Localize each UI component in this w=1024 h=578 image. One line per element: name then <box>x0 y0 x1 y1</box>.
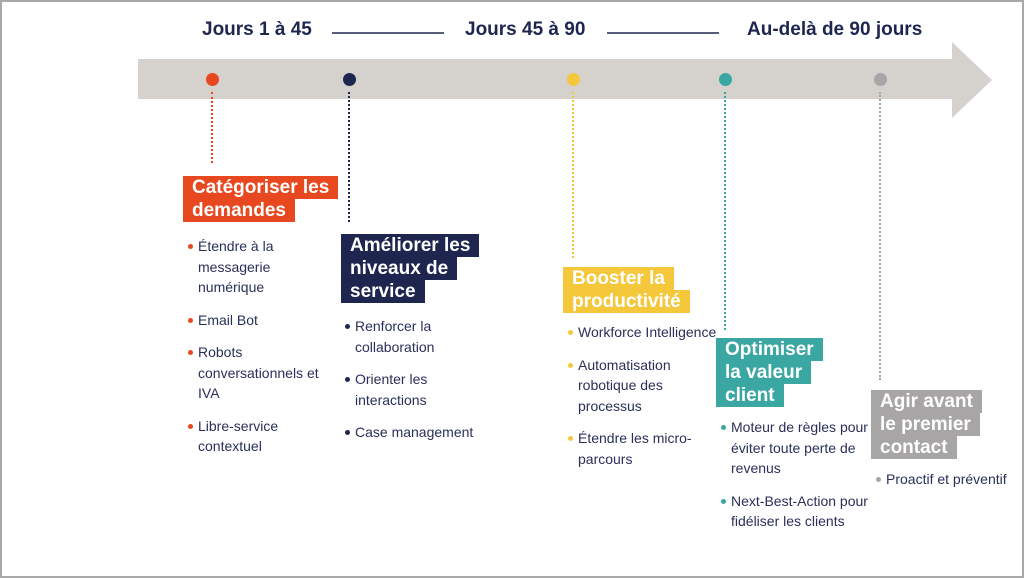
bullet-item: Automatisation robotique des processus <box>568 355 718 417</box>
bullet-text: Automatisation robotique des processus <box>578 356 671 414</box>
bullet-dot-icon <box>721 498 726 504</box>
bullet-text: Renforcer la collaboration <box>355 318 435 355</box>
bullet-item: Moteur de règles pour éviter toute perte… <box>721 417 871 479</box>
bullet-dot-icon <box>568 436 573 441</box>
bullet-text: Étendre les micro-parcours <box>578 430 692 467</box>
timeline-dot <box>719 73 732 86</box>
bullet-dot-icon <box>188 244 193 249</box>
bullet-text: Email Bot <box>198 311 258 328</box>
phase-separator <box>607 32 719 34</box>
bullet-item: Robots conversationnels et IVA <box>188 342 338 404</box>
step-title-text: Catégoriser les demandes <box>183 176 339 222</box>
bullet-item: Étendre les micro-parcours <box>568 428 718 469</box>
bullet-text: Robots conversationnels et IVA <box>198 344 319 401</box>
bullet-item: Étendre à la messagerie numérique <box>188 236 338 298</box>
timeline-arrow-band <box>138 59 960 99</box>
bullet-item: Proactif et préventif <box>876 469 1024 490</box>
bullet-item: Libre-service contextuel <box>188 416 338 457</box>
timeline-connector <box>211 92 213 163</box>
bullet-item: Next-Best-Action pour fidéliser les clie… <box>721 491 871 532</box>
bullet-text: Workforce Intelligence <box>578 324 717 340</box>
step-title-text: Booster la productivité <box>563 267 690 313</box>
timeline-connector <box>348 92 350 222</box>
bullet-dot-icon <box>568 330 573 335</box>
bullet-item: Workforce Intelligence <box>568 322 718 343</box>
bullet-text: Proactif et préventif <box>886 471 1007 487</box>
step-title: Catégoriser les demandes <box>183 176 341 222</box>
bullet-item: Case management <box>345 422 495 443</box>
timeline-arrow-head <box>952 42 992 118</box>
timeline-connector <box>724 92 726 330</box>
step-title-text: Optimiser la valeur client <box>716 338 823 407</box>
bullet-text: Orienter les interactions <box>355 371 428 408</box>
bullet-dot-icon <box>345 324 350 329</box>
step-title-text: Améliorer les niveaux de service <box>341 234 480 303</box>
step-bullet-list: Moteur de règles pour éviter toute perte… <box>721 417 871 544</box>
step-bullet-list: Proactif et préventif <box>876 469 1024 502</box>
bullet-dot-icon <box>876 477 881 482</box>
bullet-dot-icon <box>721 425 726 430</box>
timeline-dot <box>567 73 580 86</box>
bullet-dot-icon <box>188 350 193 355</box>
bullet-item: Renforcer la collaboration <box>345 316 495 357</box>
bullet-item: Orienter les interactions <box>345 369 495 410</box>
bullet-item: Email Bot <box>188 310 338 331</box>
timeline-connector <box>879 92 881 380</box>
step-bullet-list: Workforce Intelligence Automatisation rob… <box>568 322 718 481</box>
timeline-dot <box>343 73 356 86</box>
bullet-text: Moteur de règles pour éviter toute perte… <box>731 419 868 476</box>
bullet-dot-icon <box>188 423 193 429</box>
bullet-dot-icon <box>345 377 350 382</box>
phase-label-3: Au-delà de 90 jours <box>747 19 923 40</box>
timeline-dot <box>206 73 219 86</box>
bullet-dot-icon <box>188 317 193 323</box>
timeline-dot <box>874 73 887 86</box>
bullet-dot-icon <box>345 430 350 435</box>
timeline-connector <box>572 92 574 258</box>
bullet-dot-icon <box>568 362 573 368</box>
phase-label-1: Jours 1 à 45 <box>202 19 312 40</box>
step-title: Booster la productivité <box>563 267 703 313</box>
step-bullet-list: Renforcer la collaboration Orienter les i… <box>345 316 495 455</box>
step-title: Optimiser la valeur client <box>716 338 832 407</box>
bullet-text: Case management <box>355 424 474 440</box>
bullet-text: Next-Best-Action pour fidéliser les clie… <box>731 492 868 530</box>
step-bullet-list: Étendre à la messagerie numérique Email B… <box>188 236 338 469</box>
phase-separator <box>332 32 444 34</box>
bullet-text: Libre-service contextuel <box>198 417 279 455</box>
step-title-text: Agir avant le premier contact <box>871 390 982 459</box>
step-title: Améliorer les niveaux de service <box>341 234 491 303</box>
step-title: Agir avant le premier contact <box>871 390 991 459</box>
bullet-text: Étendre à la messagerie numérique <box>198 238 274 295</box>
phase-label-2: Jours 45 à 90 <box>465 19 586 40</box>
